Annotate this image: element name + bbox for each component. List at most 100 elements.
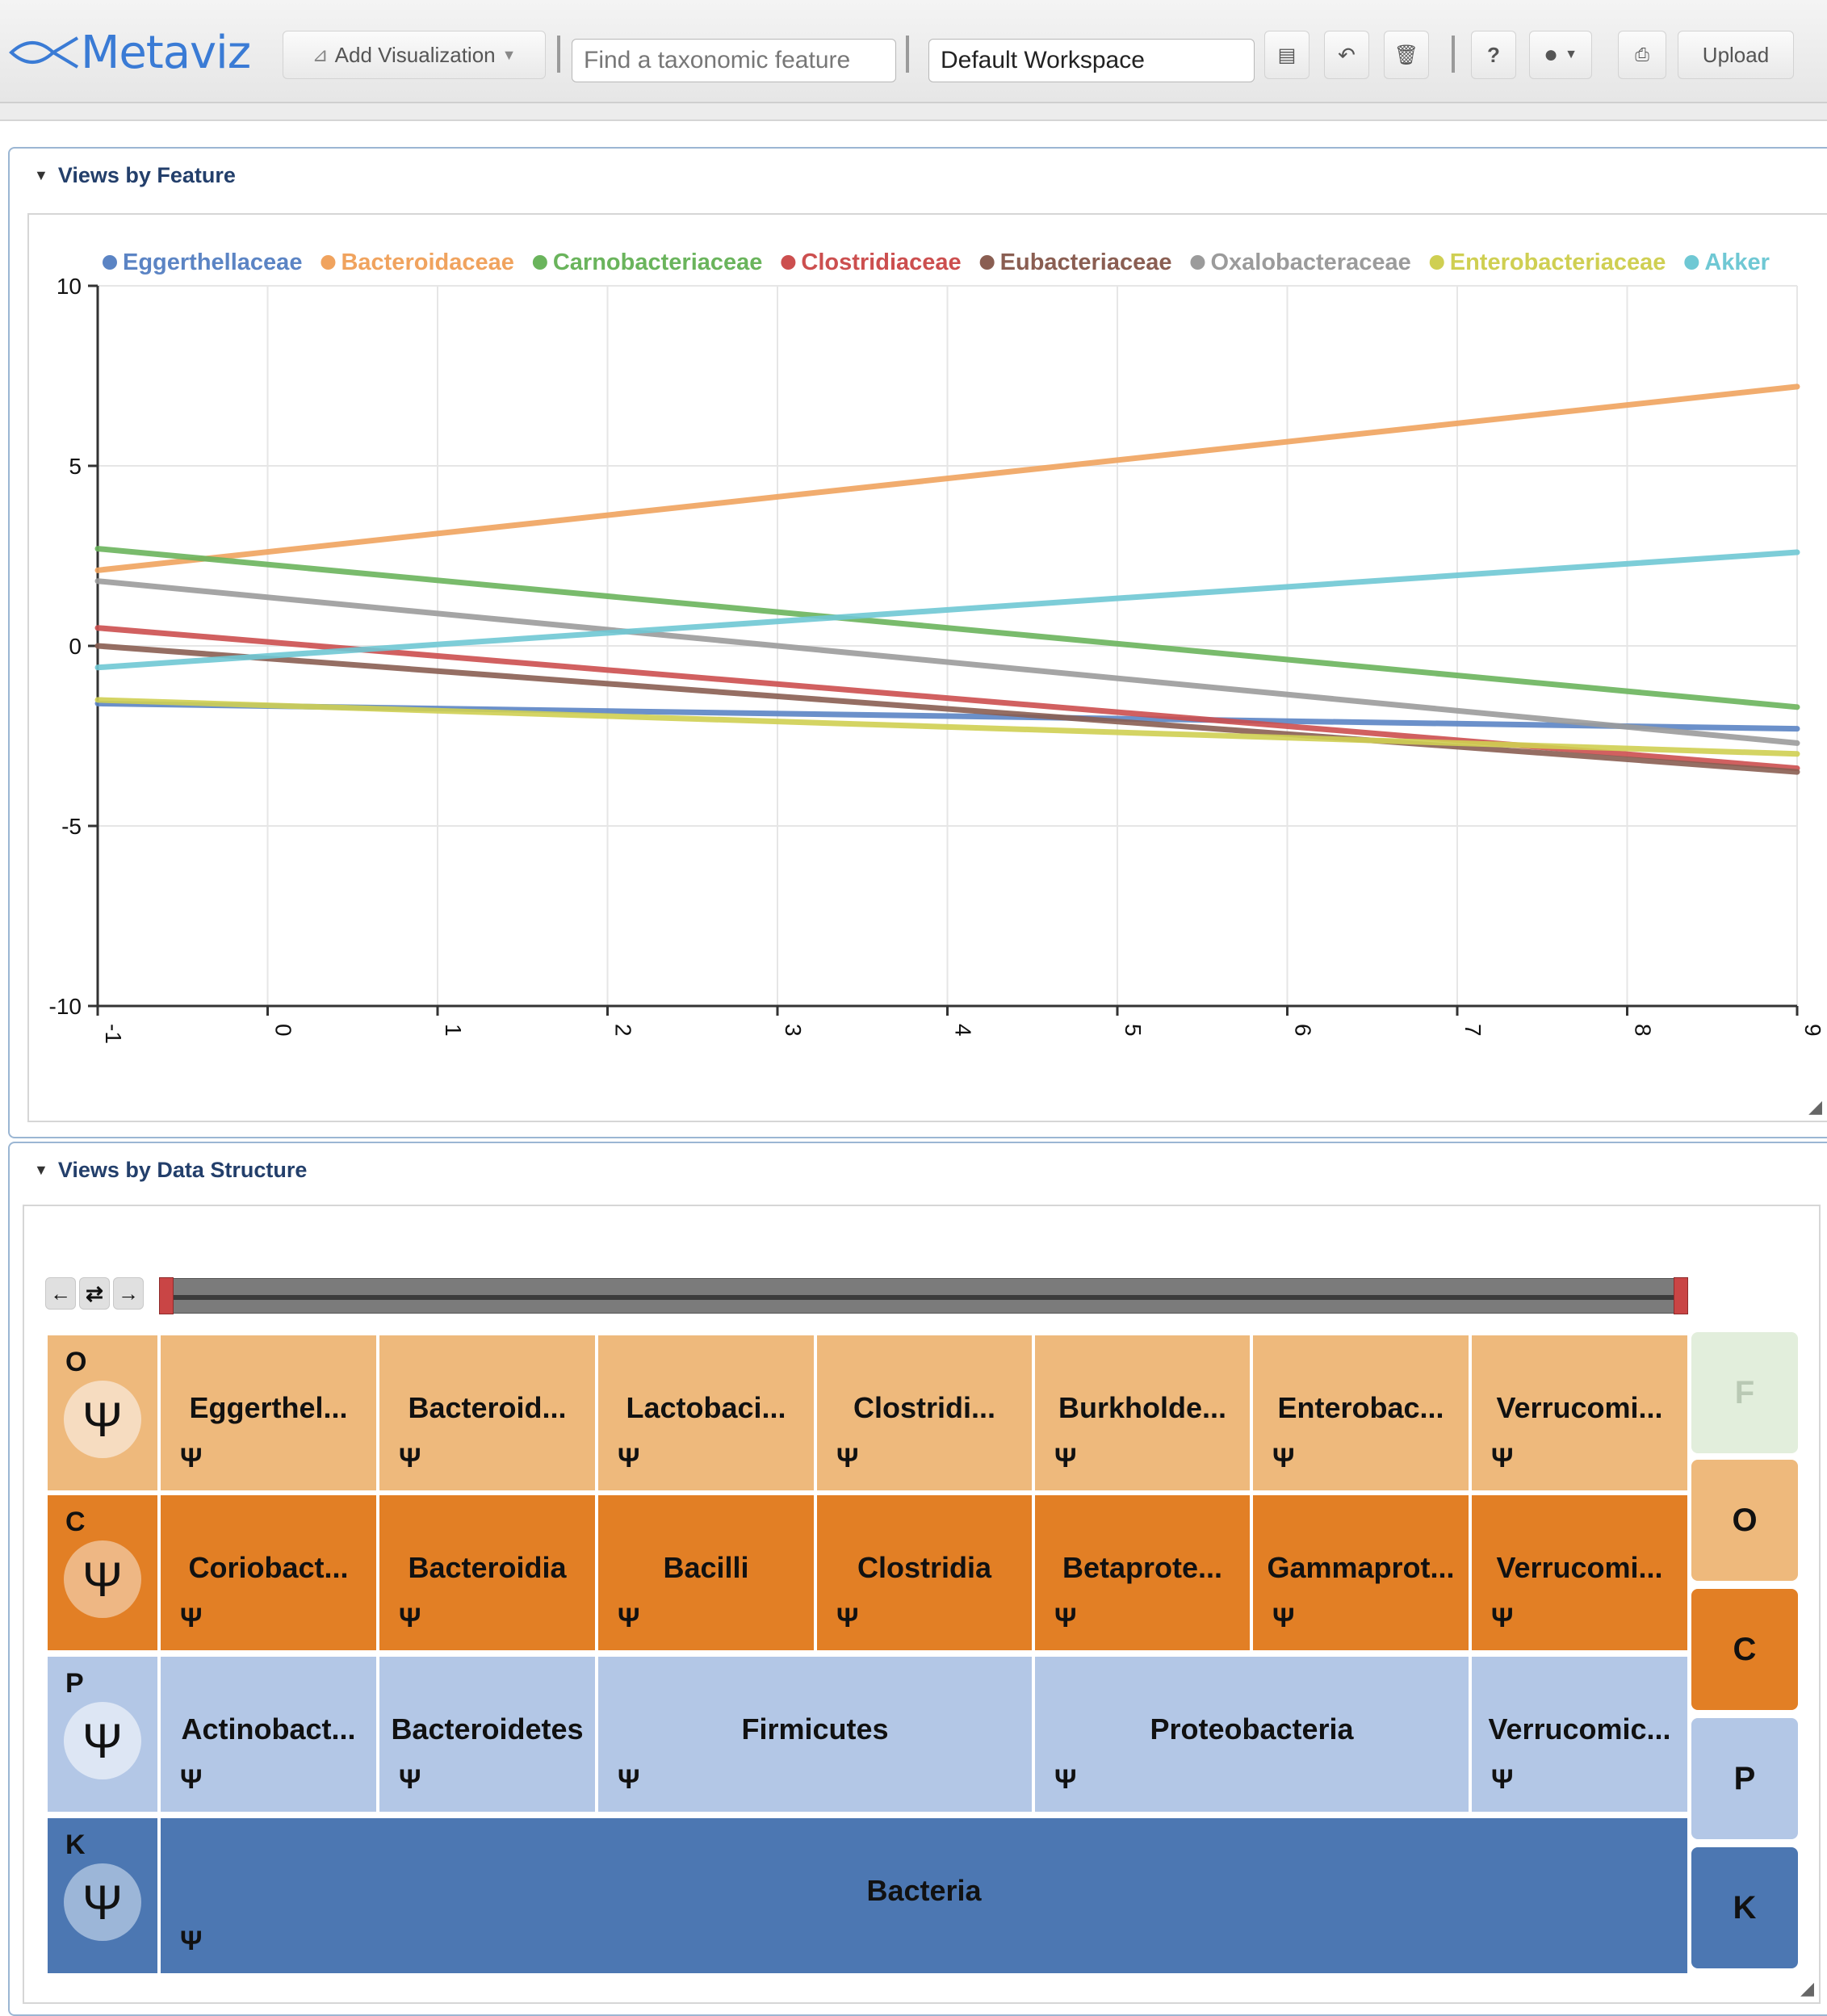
range-handle-right[interactable]: [1674, 1277, 1688, 1314]
legend-label[interactable]: Clostridiaceae: [801, 249, 961, 275]
legend-label[interactable]: Enterobacteriaceae: [1450, 249, 1666, 275]
resize-handle-icon[interactable]: ◢: [1808, 1096, 1822, 1117]
workspace-field[interactable]: Default Workspace: [928, 39, 1255, 82]
structure-panel-header[interactable]: ▼ Views by Data Structure: [34, 1158, 307, 1183]
icicle-node[interactable]: Burkholde... Ψ: [1035, 1335, 1250, 1490]
level-button-c[interactable]: C: [1691, 1589, 1798, 1710]
icicle-node[interactable]: Verrucomic... Ψ: [1472, 1657, 1687, 1812]
icicle-node[interactable]: Firmicutes Ψ: [598, 1657, 1032, 1812]
tree-icon[interactable]: Ψ: [64, 1381, 141, 1458]
tree-icon[interactable]: Ψ: [180, 1764, 203, 1795]
tree-icon[interactable]: Ψ: [618, 1603, 640, 1633]
icicle-node[interactable]: Verrucomi... Ψ: [1472, 1335, 1687, 1490]
icicle-node[interactable]: Enterobac... Ψ: [1253, 1335, 1469, 1490]
tree-icon[interactable]: Ψ: [180, 1603, 203, 1633]
icicle-node[interactable]: Bacteria Ψ: [161, 1818, 1687, 1973]
tree-icon[interactable]: Ψ: [618, 1764, 640, 1795]
level-button-k[interactable]: K: [1691, 1847, 1798, 1968]
upload-button[interactable]: Upload: [1678, 31, 1794, 79]
legend-marker[interactable]: [321, 255, 336, 270]
legend-label[interactable]: Carnobacteriaceae: [553, 249, 763, 275]
legend-marker[interactable]: [1190, 255, 1205, 270]
level-button-o[interactable]: O: [1691, 1460, 1798, 1581]
tree-icon[interactable]: Ψ: [1054, 1764, 1077, 1795]
print-button[interactable]: ⎙: [1618, 31, 1666, 79]
swap-arrows-icon[interactable]: ⇄: [79, 1277, 110, 1310]
legend-marker[interactable]: [781, 255, 796, 270]
tree-icon[interactable]: Ψ: [64, 1540, 141, 1618]
legend-label[interactable]: Eubacteriaceae: [1000, 249, 1172, 275]
series-line[interactable]: [94, 546, 1800, 710]
range-slider[interactable]: [159, 1277, 1688, 1314]
series-line[interactable]: [94, 643, 1800, 775]
legend-label[interactable]: Akker: [1704, 249, 1770, 275]
collapse-caret-icon[interactable]: ▼: [34, 167, 48, 183]
series-line[interactable]: [94, 549, 1800, 671]
icicle-node[interactable]: Actinobact... Ψ: [161, 1657, 376, 1812]
icicle-node[interactable]: Lactobaci... Ψ: [598, 1335, 814, 1490]
legend-label[interactable]: Oxalobacteraceae: [1210, 249, 1410, 275]
legend-marker[interactable]: [1684, 255, 1699, 270]
legend-marker[interactable]: [1429, 255, 1444, 270]
legend-marker[interactable]: [979, 255, 995, 270]
range-handle-left[interactable]: [159, 1277, 174, 1314]
icicle-node[interactable]: Bacteroid... Ψ: [379, 1335, 595, 1490]
tree-icon[interactable]: Ψ: [180, 1443, 203, 1473]
arrow-right-icon[interactable]: →: [113, 1277, 144, 1310]
feature-panel-header[interactable]: ▼ Views by Feature: [34, 163, 236, 188]
icicle-node[interactable]: Bacteroidia Ψ: [379, 1495, 595, 1650]
help-button[interactable]: ?: [1471, 31, 1516, 79]
info-menu-button[interactable]: ● ▼: [1529, 31, 1592, 79]
icicle-node[interactable]: Eggerthel... Ψ: [161, 1335, 376, 1490]
tree-icon[interactable]: Ψ: [1272, 1603, 1295, 1633]
tree-icon[interactable]: Ψ: [1054, 1443, 1077, 1473]
icicle-node[interactable]: Coriobact... Ψ: [161, 1495, 376, 1650]
tree-icon[interactable]: Ψ: [180, 1926, 203, 1956]
level-button-f[interactable]: F: [1691, 1332, 1798, 1453]
tree-icon[interactable]: Ψ: [64, 1863, 141, 1941]
series-line[interactable]: [94, 384, 1800, 573]
legend-marker[interactable]: [532, 255, 547, 270]
arrow-left-icon[interactable]: ←: [45, 1277, 76, 1310]
legend-label[interactable]: Eggerthellaceae: [123, 249, 302, 275]
icicle-node[interactable]: Bacteroidetes Ψ: [379, 1657, 595, 1812]
collapse-caret-icon[interactable]: ▼: [34, 1162, 48, 1178]
tree-icon[interactable]: Ψ: [64, 1702, 141, 1779]
icicle-node[interactable]: Betaprote... Ψ: [1035, 1495, 1250, 1650]
icicle-node-label: Bacteroidia: [408, 1551, 567, 1584]
icicle-node[interactable]: Gammaprot... Ψ: [1253, 1495, 1469, 1650]
delete-workspace-button[interactable]: 🗑: [1384, 31, 1429, 79]
tree-icon[interactable]: Ψ: [399, 1603, 421, 1633]
legend-marker[interactable]: [103, 255, 117, 270]
add-visualization-button[interactable]: ⊿ Add Visualization ▼: [283, 31, 546, 79]
undo-button[interactable]: ↶: [1324, 31, 1369, 79]
workspace-name[interactable]: Default Workspace: [941, 47, 1145, 73]
series-line[interactable]: [94, 578, 1800, 746]
tree-icon[interactable]: Ψ: [1491, 1764, 1514, 1795]
tree-icon[interactable]: Ψ: [399, 1764, 421, 1795]
icicle-node[interactable]: Verrucomi... Ψ: [1472, 1495, 1687, 1650]
resize-handle-icon[interactable]: ◢: [1800, 1978, 1814, 1998]
tree-icon[interactable]: Ψ: [618, 1443, 640, 1473]
icicle-node[interactable]: Bacilli Ψ: [598, 1495, 814, 1650]
legend-label[interactable]: Bacteroidaceae: [341, 249, 513, 275]
tree-icon[interactable]: Ψ: [1491, 1603, 1514, 1633]
search-field[interactable]: [572, 39, 896, 82]
tree-icon[interactable]: Ψ: [1491, 1443, 1514, 1473]
icicle-node[interactable]: Clostridi... Ψ: [817, 1335, 1032, 1490]
level-button-p[interactable]: P: [1691, 1718, 1798, 1839]
search-input[interactable]: [584, 47, 895, 74]
tree-icon[interactable]: Ψ: [1272, 1443, 1295, 1473]
tree-icon[interactable]: Ψ: [399, 1443, 421, 1473]
icicle-node[interactable]: Proteobacteria Ψ: [1035, 1657, 1469, 1812]
tree-icon[interactable]: Ψ: [836, 1603, 859, 1633]
tree-icon[interactable]: Ψ: [836, 1443, 859, 1473]
series-line[interactable]: [94, 697, 1800, 757]
icicle-node[interactable]: Clostridia Ψ: [817, 1495, 1032, 1650]
save-workspace-button[interactable]: ▤: [1264, 31, 1309, 79]
tree-icon[interactable]: Ψ: [1054, 1603, 1077, 1633]
